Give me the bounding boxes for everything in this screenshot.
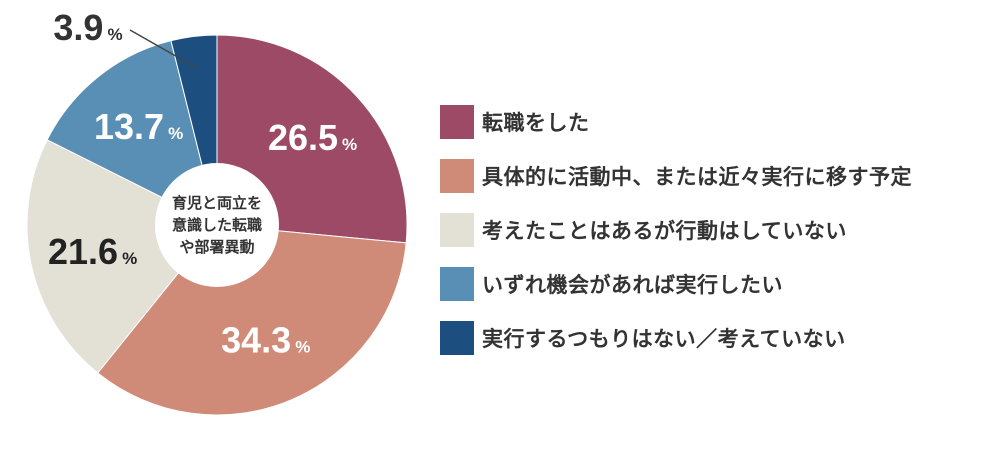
- value-label-3: 21.6%: [48, 231, 137, 272]
- percent-sign: %: [295, 338, 310, 357]
- value-number: 13.7: [94, 106, 164, 147]
- center-label-line-3: や部署異動: [179, 238, 254, 256]
- legend-label: 考えたことはあるが行動はしていない: [482, 219, 847, 243]
- legend-swatch: [440, 267, 474, 301]
- legend-item-5: 実行するつもりはない／考えていない: [440, 320, 846, 356]
- value-label-4: 13.7%: [94, 106, 183, 147]
- legend-item-3: 考えたことはあるが行動はしていない: [440, 212, 847, 248]
- value-label-5: 3.9%: [53, 7, 122, 48]
- legend-item-4: いずれ機会があれば実行したい: [440, 266, 783, 302]
- pie-slice-3: [26, 139, 218, 374]
- percent-sign: %: [122, 249, 137, 268]
- value-number: 21.6: [48, 231, 118, 272]
- value-number: 34.3: [221, 320, 291, 361]
- value-number: 26.5: [268, 117, 338, 158]
- value-label-2: 34.3%: [221, 320, 310, 361]
- center-hole: [155, 163, 279, 287]
- legend-label: いずれ機会があれば実行したい: [482, 273, 783, 297]
- legend-swatch: [440, 159, 474, 193]
- legend-swatch: [440, 213, 474, 247]
- percent-sign: %: [342, 135, 357, 154]
- center-label-line-1: 育児と両立を: [172, 194, 262, 212]
- pie-slice-4: [46, 40, 218, 226]
- value-labels: 26.5 %34.3 %21.6 %13.7 %3.9%: [48, 7, 357, 361]
- legend-swatch: [440, 321, 474, 355]
- legend-label: 実行するつもりはない／考えていない: [482, 327, 846, 351]
- pie-slice-2: [97, 224, 407, 416]
- legend-swatch: [440, 105, 474, 139]
- center-label-line-2: 意識した転職: [172, 216, 262, 234]
- legend-item-2: 具体的に活動中、または近々実行に移す予定: [440, 158, 912, 194]
- leader-line-3-9: [129, 29, 199, 70]
- value-number: 3.9: [53, 7, 103, 48]
- value-label-1: 26.5%: [268, 117, 357, 158]
- legend-label: 転職をした: [482, 111, 590, 135]
- percent-sign: %: [107, 25, 122, 44]
- legend: 転職をした具体的に活動中、または近々実行に移す予定 考えたことはあるが行動はしてい…: [440, 0, 1000, 450]
- percent-sign: %: [168, 124, 183, 143]
- legend-label: 具体的に活動中、または近々実行に移す予定: [482, 165, 912, 189]
- legend-item-1: 転職をした: [440, 104, 590, 140]
